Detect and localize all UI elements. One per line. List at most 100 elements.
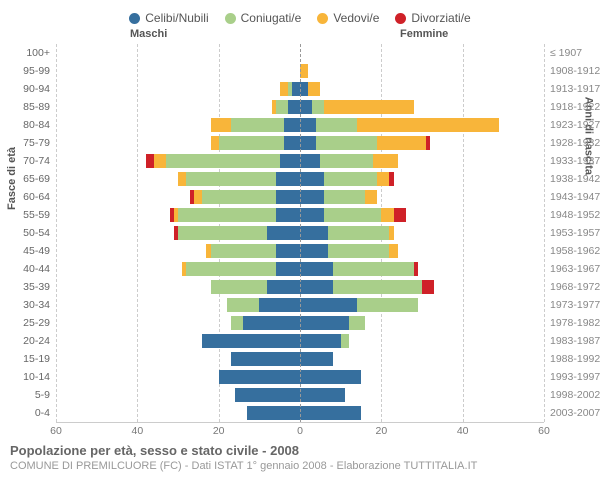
segment-celibi: [300, 118, 316, 132]
segment-coniugati: [320, 154, 373, 168]
segment-vedovi: [377, 172, 389, 186]
birth-year-label: 1913-1917: [544, 80, 600, 98]
segment-vedovi: [377, 136, 426, 150]
female-bar: [300, 280, 434, 294]
segment-coniugati: [324, 172, 377, 186]
legend: Celibi/Nubili Coniugati/e Vedovi/e Divorzia…: [0, 0, 600, 28]
segment-celibi: [292, 82, 300, 96]
age-label: 35-39: [23, 278, 56, 296]
segment-celibi: [247, 406, 300, 420]
segment-coniugati: [333, 280, 422, 294]
male-bar: [247, 406, 300, 420]
female-bar: [300, 406, 361, 420]
male-bar: [227, 298, 300, 312]
female-bar: [300, 388, 345, 402]
female-bar: [300, 208, 406, 222]
segment-divorziati: [389, 172, 393, 186]
birth-year-label: 2003-2007: [544, 404, 600, 422]
legend-item: Divorziati/e: [395, 8, 470, 28]
segment-coniugati: [211, 280, 268, 294]
segment-coniugati: [231, 118, 284, 132]
segment-coniugati: [178, 226, 267, 240]
segment-celibi: [300, 154, 320, 168]
age-label: 75-79: [23, 134, 56, 152]
segment-celibi: [243, 316, 300, 330]
male-bar: [211, 136, 300, 150]
segment-coniugati: [324, 190, 365, 204]
x-tick-label: 0: [297, 425, 303, 437]
birth-year-label: 1988-1992: [544, 350, 600, 368]
side-headers: Maschi Femmine: [0, 28, 600, 44]
segment-vedovi: [211, 136, 219, 150]
segment-celibi: [300, 298, 357, 312]
segment-vedovi: [194, 190, 202, 204]
segment-celibi: [284, 136, 300, 150]
birth-year-label: 1933-1937: [544, 152, 600, 170]
age-label: 25-29: [23, 314, 56, 332]
female-bar: [300, 64, 308, 78]
age-label: 70-74: [23, 152, 56, 170]
age-label: 90-94: [23, 80, 56, 98]
birth-year-label: 1963-1967: [544, 260, 600, 278]
age-label: 95-99: [23, 62, 56, 80]
female-bar: [300, 298, 418, 312]
female-bar: [300, 190, 377, 204]
legend-item: Celibi/Nubili: [129, 8, 208, 28]
segment-vedovi: [280, 82, 288, 96]
segment-coniugati: [316, 136, 377, 150]
segment-celibi: [202, 334, 300, 348]
legend-item: Vedovi/e: [317, 8, 379, 28]
segment-vedovi: [373, 154, 397, 168]
segment-celibi: [300, 136, 316, 150]
segment-celibi: [280, 154, 300, 168]
male-bar: [182, 262, 300, 276]
birth-year-label: 1923-1927: [544, 116, 600, 134]
segment-celibi: [235, 388, 300, 402]
segment-celibi: [219, 370, 300, 384]
segment-vedovi: [324, 100, 413, 114]
male-bar: [190, 190, 300, 204]
segment-divorziati: [146, 154, 154, 168]
legend-item: Coniugati/e: [225, 8, 302, 28]
female-bar: [300, 370, 361, 384]
segment-celibi: [300, 406, 361, 420]
segment-celibi: [276, 172, 300, 186]
male-bar: [272, 100, 300, 114]
header-male: Maschi: [130, 28, 167, 40]
segment-celibi: [267, 280, 300, 294]
segment-divorziati: [414, 262, 418, 276]
segment-celibi: [259, 298, 300, 312]
female-bar: [300, 118, 499, 132]
female-bar: [300, 226, 394, 240]
legend-label: Celibi/Nubili: [145, 11, 208, 25]
birth-year-label: 1958-1962: [544, 242, 600, 260]
segment-coniugati: [328, 226, 389, 240]
segment-celibi: [300, 370, 361, 384]
male-bar: [231, 352, 300, 366]
birth-year-label: 1948-1952: [544, 206, 600, 224]
birth-year-label: 1993-1997: [544, 368, 600, 386]
age-label: 85-89: [23, 98, 56, 116]
segment-celibi: [300, 226, 328, 240]
segment-coniugati: [316, 118, 357, 132]
segment-celibi: [300, 100, 312, 114]
segment-celibi: [300, 352, 333, 366]
segment-vedovi: [357, 118, 499, 132]
segment-vedovi: [308, 82, 320, 96]
birth-year-label: 1968-1972: [544, 278, 600, 296]
legend-swatch: [395, 13, 406, 24]
birth-year-label: 1943-1947: [544, 188, 600, 206]
male-bar: [231, 316, 300, 330]
female-bar: [300, 136, 430, 150]
segment-coniugati: [341, 334, 349, 348]
age-label: 5-9: [35, 386, 56, 404]
segment-coniugati: [166, 154, 280, 168]
legend-label: Vedovi/e: [333, 11, 379, 25]
birth-year-label: 1978-1982: [544, 314, 600, 332]
segment-celibi: [231, 352, 300, 366]
segment-vedovi: [389, 244, 397, 258]
male-bar: [206, 244, 300, 258]
segment-coniugati: [227, 298, 260, 312]
legend-label: Divorziati/e: [411, 11, 470, 25]
segment-celibi: [267, 226, 300, 240]
